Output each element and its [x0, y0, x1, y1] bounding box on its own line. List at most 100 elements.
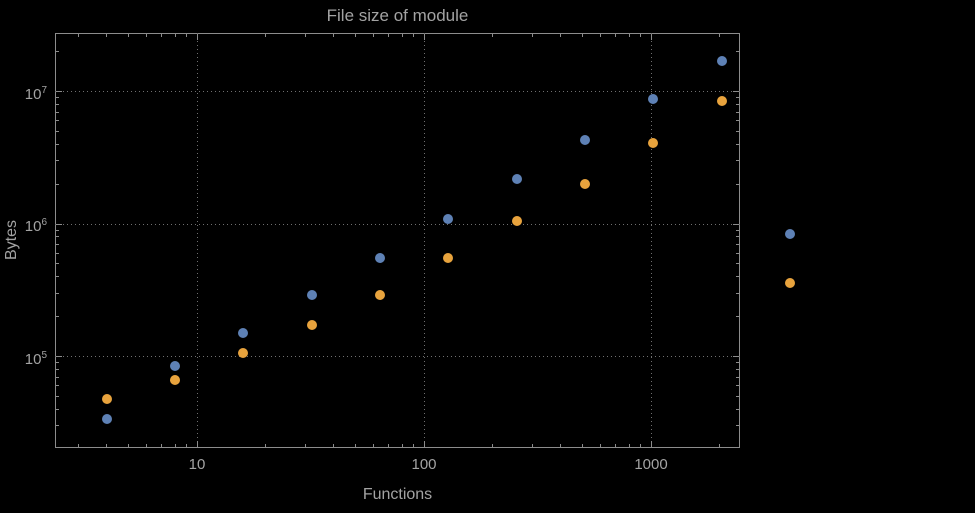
tick-mark — [146, 444, 148, 447]
data-point — [511, 173, 522, 184]
tick-mark — [560, 34, 562, 37]
tick-mark — [733, 356, 739, 357]
tick-mark — [388, 444, 390, 447]
tick-mark — [264, 444, 266, 447]
data-point — [238, 348, 249, 359]
tick-mark — [174, 34, 176, 37]
y-tick-label: 106 — [24, 217, 47, 235]
tick-mark — [56, 103, 59, 105]
data-point — [101, 413, 112, 424]
tick-mark — [56, 244, 59, 246]
tick-mark — [600, 444, 602, 447]
tick-mark — [196, 441, 198, 447]
data-point — [375, 253, 385, 264]
data-point — [511, 216, 522, 227]
tick-mark — [736, 368, 739, 370]
tick-mark — [264, 34, 266, 37]
tick-mark — [56, 362, 59, 364]
data-point — [170, 374, 180, 385]
tick-mark — [161, 444, 163, 447]
tick-mark — [628, 34, 630, 37]
tick-mark — [401, 34, 403, 37]
tick-mark — [736, 244, 739, 246]
tick-mark — [491, 444, 493, 447]
y-axis-label: Bytes — [3, 219, 20, 261]
tick-mark — [56, 236, 59, 238]
tick-mark — [736, 376, 739, 378]
tick-mark — [531, 34, 533, 37]
tick-mark — [56, 97, 59, 99]
tick-mark — [77, 34, 79, 37]
tick-mark — [77, 444, 79, 447]
tick-mark — [736, 143, 739, 145]
tick-mark — [736, 111, 739, 113]
tick-mark — [736, 236, 739, 238]
tick-mark — [56, 408, 59, 410]
tick-mark — [733, 223, 739, 225]
tick-mark — [582, 34, 584, 37]
data-point — [785, 277, 795, 288]
tick-mark — [640, 34, 642, 37]
tick-mark — [56, 395, 59, 397]
tick-mark — [582, 444, 584, 447]
tick-mark — [56, 120, 59, 122]
tick-mark — [128, 444, 130, 447]
tick-mark — [373, 34, 375, 37]
tick-mark — [56, 143, 59, 145]
tick-mark — [161, 34, 163, 37]
tick-mark — [186, 34, 188, 37]
tick-mark — [491, 34, 493, 37]
tick-mark — [650, 34, 652, 40]
y-tick-label: 105 — [24, 349, 47, 368]
tick-mark — [56, 263, 59, 265]
tick-mark — [388, 34, 390, 37]
tick-mark — [174, 444, 176, 447]
tick-mark — [615, 34, 617, 37]
tick-mark — [736, 103, 739, 105]
tick-mark — [56, 385, 59, 387]
data-point — [443, 213, 454, 224]
gridline-horizontal — [55, 356, 740, 357]
tick-mark — [304, 34, 306, 37]
x-tick-label: 10 — [188, 456, 206, 473]
tick-mark — [146, 34, 148, 37]
tick-mark — [128, 34, 130, 37]
tick-mark — [615, 444, 617, 447]
tick-mark — [333, 34, 335, 37]
tick-mark — [718, 34, 720, 37]
tick-mark — [413, 444, 415, 447]
tick-mark — [733, 91, 739, 92]
data-point — [580, 179, 590, 190]
data-point — [170, 360, 180, 371]
tick-mark — [600, 34, 602, 37]
x-axis-label: Functions — [362, 486, 433, 503]
tick-mark — [423, 441, 425, 447]
tick-mark — [423, 34, 425, 40]
data-point — [716, 55, 727, 66]
tick-mark — [736, 362, 739, 364]
x-tick-label: 100 — [411, 456, 437, 473]
tick-mark — [531, 444, 533, 447]
tick-mark — [736, 120, 739, 122]
data-point — [375, 290, 385, 301]
tick-mark — [196, 34, 198, 40]
data-point — [443, 253, 454, 264]
tick-mark — [718, 444, 720, 447]
gridline-vertical — [650, 33, 652, 448]
tick-mark — [304, 444, 306, 447]
tick-mark — [106, 34, 108, 37]
tick-mark — [628, 444, 630, 447]
data-point — [785, 229, 795, 240]
data-point — [238, 328, 249, 339]
data-point — [648, 93, 659, 104]
tick-mark — [736, 160, 739, 162]
tick-mark — [56, 130, 59, 132]
tick-mark — [333, 444, 335, 447]
tick-mark — [736, 263, 739, 265]
tick-mark — [56, 316, 59, 318]
plot-frame — [55, 33, 740, 448]
tick-mark — [736, 229, 739, 231]
tick-mark — [736, 316, 739, 318]
tick-mark — [56, 425, 59, 427]
tick-mark — [56, 252, 59, 254]
